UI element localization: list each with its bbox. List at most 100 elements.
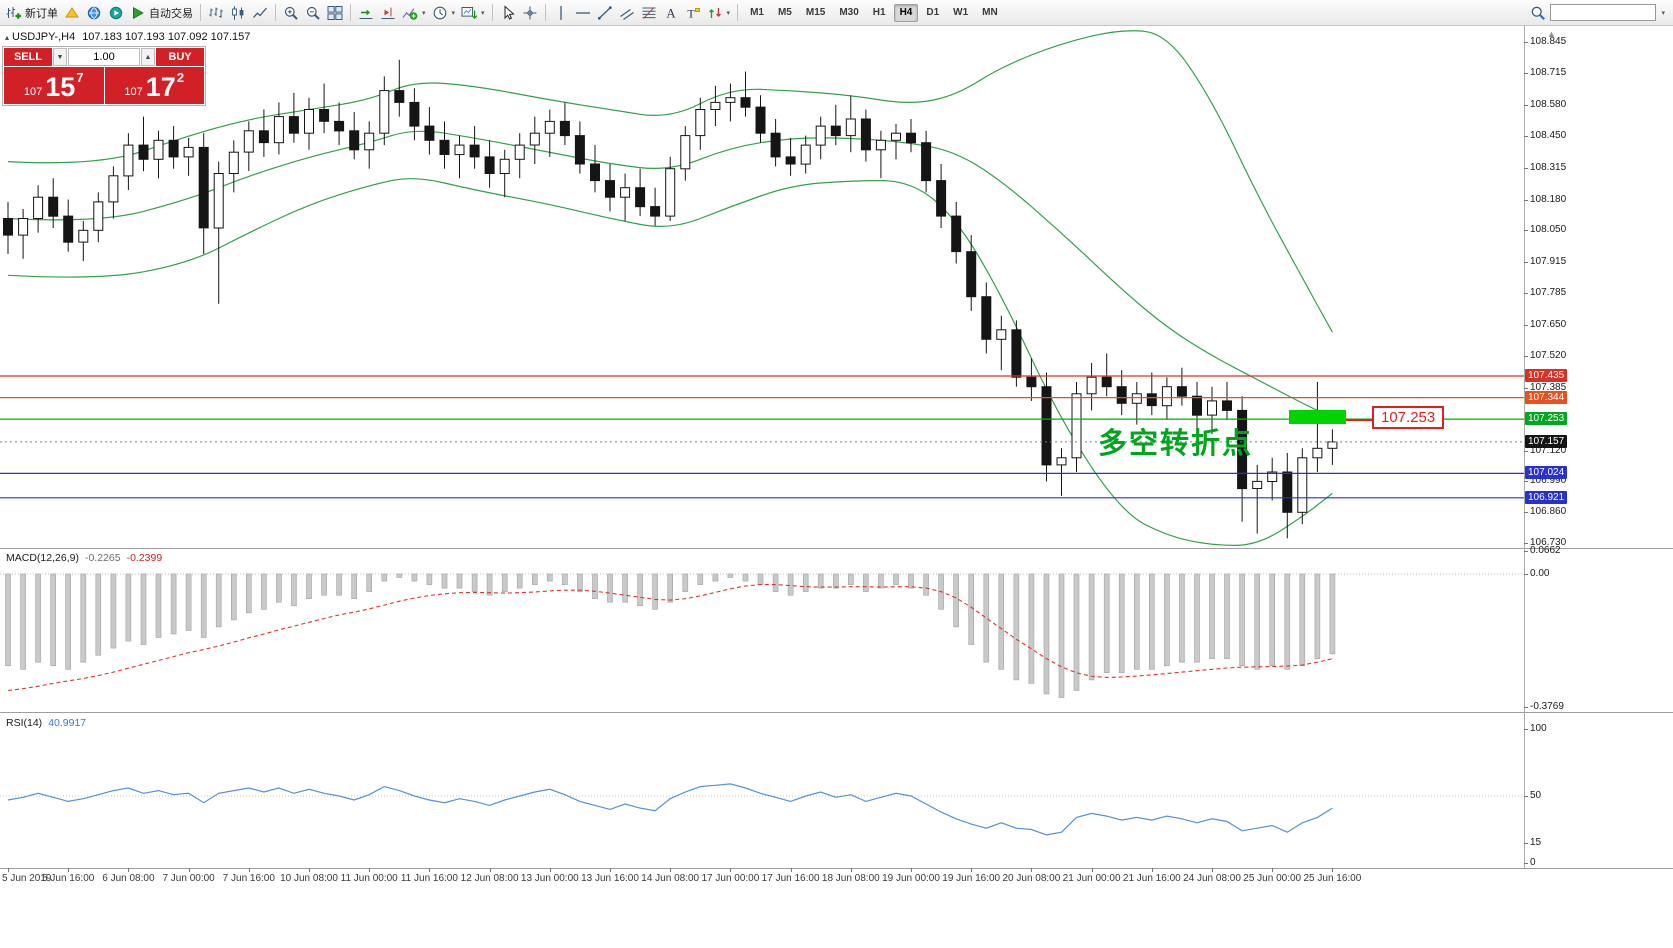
time-axis-label: 21 Jun 00:00 (1062, 873, 1121, 884)
price-highlight-zone[interactable] (1289, 410, 1346, 424)
timeframe-mn-button[interactable]: MN (982, 6, 998, 18)
time-axis-label: 14 Jun 08:00 (641, 873, 700, 884)
callout-connector-line (1346, 419, 1372, 421)
channel-button[interactable] (616, 2, 638, 24)
autotrading-play-icon (133, 6, 144, 19)
indicators-icon (402, 7, 418, 20)
time-axis-label: 25 Jun 00:00 (1243, 873, 1302, 884)
candlestick-chart-button[interactable] (227, 2, 249, 24)
sell-price-box[interactable]: 107 15 7 (4, 67, 104, 104)
text-button[interactable]: A (660, 2, 682, 24)
crosshair-icon (523, 6, 537, 19)
symbol-search-input[interactable] (1550, 4, 1657, 21)
volume-input[interactable] (68, 48, 140, 66)
auto-scroll-button[interactable] (355, 2, 377, 24)
rsi-scale-label: 15 (1530, 836, 1542, 848)
price-badge: 107.253 (1525, 412, 1568, 426)
macd-signal-line (7, 584, 1333, 692)
fibonacci-icon (642, 6, 656, 19)
text-icon: A (666, 5, 676, 20)
time-axis-label: 5 Jun 16:00 (42, 873, 95, 884)
arrows-button[interactable]: ▾ (704, 2, 734, 24)
rsi-scale-label: 100 (1530, 723, 1547, 734)
timeframe-h1-button[interactable]: H1 (872, 6, 886, 18)
search-icon[interactable] (1530, 5, 1546, 21)
toolbar: 新订单 自动交易 ▾ ▾ ▾ A T ▾ M1 M5 M15 M30 H1 H4 D1 W1 M… (0, 0, 1673, 26)
rsi-panel-canvas[interactable] (0, 713, 1524, 868)
price-badge: 107.024 (1525, 466, 1568, 480)
time-axis-label: 13 Jun 00:00 (520, 873, 579, 884)
trendline-button[interactable] (594, 2, 616, 24)
chart-shift-button[interactable] (377, 2, 399, 24)
timeframe-d1-button[interactable]: D1 (926, 6, 940, 18)
time-axis-label: 17 Jun 00:00 (701, 873, 760, 884)
crosshair-button[interactable] (519, 2, 541, 24)
timeframe-w1-button[interactable]: W1 (953, 6, 969, 18)
market-button[interactable] (83, 2, 105, 24)
svg-text:A: A (666, 5, 676, 20)
tile-windows-button[interactable] (324, 2, 346, 24)
buy-button[interactable]: BUY (156, 48, 204, 66)
cursor-button[interactable] (497, 2, 519, 24)
sell-price-big: 15 (45, 72, 76, 102)
panel-separator[interactable] (0, 712, 1673, 713)
toolbar-separator (200, 4, 201, 21)
search-dropdown-icon[interactable]: ▾ (1661, 9, 1665, 17)
price-badge: 107.344 (1525, 390, 1568, 404)
dropdown-caret-icon: ▾ (726, 9, 731, 17)
autotrading-button[interactable]: 自动交易 (127, 2, 196, 24)
panel-separator[interactable] (0, 548, 1673, 549)
zoom-in-icon (284, 6, 298, 20)
bar-chart-button[interactable] (205, 2, 227, 24)
horizontal-line-objects[interactable] (0, 375, 1524, 499)
price-scale-label: 108.450 (1530, 129, 1567, 141)
bull-bear-turning-point-annotation[interactable]: 多空转折点 (1098, 428, 1254, 460)
zoom-in-button[interactable] (280, 2, 302, 24)
main-chart-canvas[interactable] (0, 26, 1524, 547)
metaeditor-button[interactable] (61, 2, 83, 24)
template-icon (461, 6, 478, 19)
indicators-button[interactable]: ▾ (399, 2, 429, 24)
time-axis-label: 10 Jun 08:00 (280, 873, 338, 884)
time-axis-label: 20 Jun 08:00 (1002, 873, 1061, 884)
zoom-out-button[interactable] (302, 2, 324, 24)
fibonacci-button[interactable] (638, 2, 660, 24)
dropdown-caret-icon: ▾ (422, 9, 426, 17)
volume-up-button[interactable]: ▲ (141, 48, 155, 66)
rsi-value: 40.9917 (48, 717, 87, 729)
macd-panel-canvas[interactable] (0, 549, 1524, 712)
text-label-icon: T (687, 6, 700, 20)
price-scale-label: 108.315 (1530, 161, 1567, 173)
vertical-line-button[interactable] (550, 2, 572, 24)
new-order-button[interactable]: 新订单 (3, 2, 61, 24)
strategy-tester-button[interactable] (105, 2, 127, 24)
rsi-name: RSI(14) (6, 717, 43, 729)
line-chart-button[interactable] (249, 2, 271, 24)
timeframe-h4-button[interactable]: H4 (893, 3, 919, 22)
sell-price-prefix: 107 (23, 86, 43, 98)
time-axis-label: 13 Jun 16:00 (581, 873, 639, 884)
timeframe-m1-button[interactable]: M1 (750, 6, 764, 18)
text-label-button[interactable]: T (682, 2, 704, 24)
scroll-to-end-icon[interactable]: ▲ (1547, 29, 1556, 39)
price-scale-label: 108.050 (1530, 224, 1567, 236)
chart-title: ▴ USDJPY-,H4 107.183 107.193 107.092 107.1… (5, 31, 250, 43)
time-axis-separator (0, 868, 1673, 869)
time-axis-label: 17 Jun 16:00 (761, 873, 820, 884)
toolbar-separator (491, 4, 493, 21)
volume-down-button[interactable]: ▼ (53, 48, 67, 66)
timeframe-m5-button[interactable]: M5 (777, 6, 792, 18)
time-axis-label: 12 Jun 08:00 (460, 873, 519, 884)
horizontal-line-button[interactable] (572, 2, 594, 24)
price-scale-label: 108.180 (1530, 193, 1567, 205)
price-callout-label[interactable]: 107.253 (1372, 406, 1445, 429)
templates-button[interactable]: ▾ (458, 2, 488, 24)
periods-button[interactable]: ▾ (429, 2, 459, 24)
timeframe-m30-button[interactable]: M30 (839, 6, 859, 18)
macd-scale-label: 0.0662 (1530, 544, 1561, 556)
sell-button[interactable]: SELL (4, 48, 52, 66)
ohlc-bars-icon (209, 7, 223, 18)
time-axis-label: 7 Jun 16:00 (222, 873, 275, 884)
timeframe-m15-button[interactable]: M15 (805, 6, 826, 18)
buy-price-box[interactable]: 107 17 2 (104, 67, 204, 104)
